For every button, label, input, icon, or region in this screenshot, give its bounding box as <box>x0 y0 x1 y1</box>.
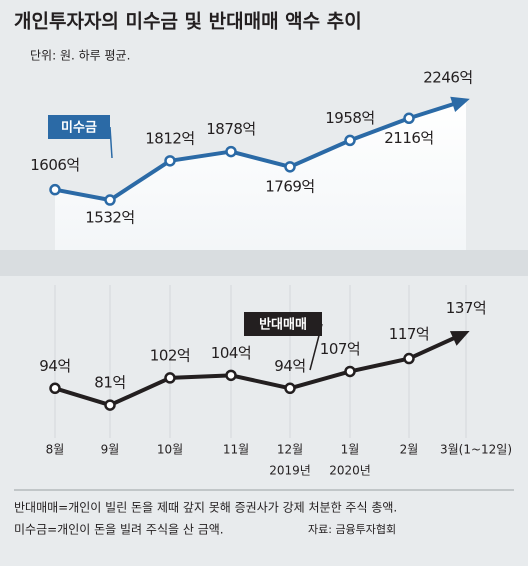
point <box>284 161 296 173</box>
x-tick-label: 3월(1~12일) <box>440 443 512 457</box>
data-label: 1958억 <box>325 109 374 127</box>
callout-pointer <box>109 126 113 159</box>
x-tick-label: 11월 <box>223 443 249 457</box>
data-label: 107억 <box>320 340 360 358</box>
point <box>164 155 176 167</box>
legend-label: 반대매매 <box>259 317 307 333</box>
legend-label: 미수금 <box>61 120 97 136</box>
arrow-head <box>449 331 470 346</box>
data-label: 2116억 <box>384 129 433 147</box>
point <box>164 372 176 384</box>
legend-box <box>48 115 110 139</box>
data-label: 1812억 <box>145 129 194 147</box>
point <box>284 382 296 395</box>
subtitle: 단위: 원. 하루 평균. <box>30 49 130 63</box>
data-label: 1769억 <box>265 177 314 195</box>
point <box>49 183 61 196</box>
data-label: 1878억 <box>206 120 255 138</box>
year-label: 2019년 <box>269 464 311 478</box>
data-label: 137억 <box>446 299 486 317</box>
point <box>403 352 415 365</box>
point <box>49 382 61 395</box>
chart-title: 개인투자자의 미수금 및 반대매매 액수 추이 <box>14 11 362 33</box>
point <box>344 365 356 378</box>
point <box>344 134 356 147</box>
x-tick-label: 12월 <box>277 443 303 457</box>
point <box>403 112 415 125</box>
arrow-head <box>450 96 470 112</box>
note: 미수금=개인이 돈을 빌려 주식을 산 금액. <box>14 523 224 537</box>
data-label: 81억 <box>94 374 125 392</box>
point <box>225 369 237 382</box>
data-label: 94억 <box>39 357 70 375</box>
data-label: 1532억 <box>85 209 134 227</box>
point <box>225 145 237 158</box>
data-label: 1606억 <box>30 156 79 174</box>
x-tick-label: 8월 <box>46 443 65 457</box>
point <box>104 194 116 206</box>
x-tick-label: 2월 <box>400 443 419 457</box>
data-label: 102억 <box>150 346 190 364</box>
legend-box <box>244 312 322 336</box>
series-line <box>54 334 458 408</box>
x-tick-label: 1월 <box>341 443 360 457</box>
note: 반대매매=개인이 빌린 돈을 제때 갚지 못해 증권사가 강제 처분한 주식 총… <box>14 501 397 515</box>
point <box>104 399 116 411</box>
data-label: 94억 <box>274 357 305 375</box>
source: 자료: 금융투자협회 <box>308 523 396 536</box>
x-tick-label: 9월 <box>101 443 120 457</box>
year-label: 2020년 <box>329 464 371 478</box>
series-line <box>54 101 458 203</box>
x-tick-label: 10월 <box>157 443 183 457</box>
panel-divider <box>0 250 528 276</box>
data-label: 117억 <box>389 325 429 343</box>
data-label: 104억 <box>211 344 251 362</box>
data-label: 2246억 <box>423 69 472 87</box>
